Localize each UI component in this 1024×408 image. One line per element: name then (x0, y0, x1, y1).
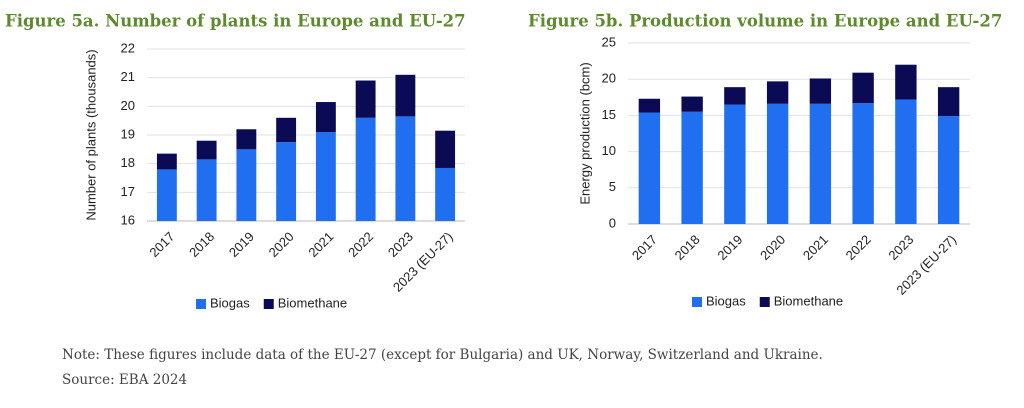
y-tick-label: 5 (609, 179, 616, 194)
bar-segment (895, 99, 917, 224)
bar-segment (156, 169, 177, 221)
bar-segment (355, 117, 376, 221)
bar-segment (766, 103, 789, 224)
bar-segment (196, 140, 217, 160)
bar-segment (681, 96, 703, 112)
bar-segment (638, 112, 661, 224)
bar-segment (937, 87, 960, 117)
x-tick-label: 2019 (226, 229, 257, 260)
y-tick-label: 16 (121, 212, 135, 227)
y-tick-label: 21 (121, 69, 135, 84)
bar-segment (315, 132, 336, 221)
y-tick-label: 19 (121, 126, 135, 141)
bar-segment (435, 167, 456, 221)
y-tick-label: 25 (602, 34, 616, 49)
x-tick-label: 2021 (305, 229, 336, 260)
y-tick-label: 15 (602, 107, 616, 122)
note: Note: These figures include data of the … (62, 347, 823, 363)
x-tick-label: 2021 (800, 232, 831, 263)
x-tick-label: 2018 (672, 232, 703, 263)
y-tick-label: 22 (121, 40, 135, 55)
bar-segment (852, 103, 874, 224)
legend-label: Biomethane (774, 293, 843, 308)
legend-label: Biomethane (278, 295, 347, 310)
bar-segment (236, 129, 257, 150)
source: Source: EBA 2024 (62, 372, 188, 388)
charts: Figure 5a. Number of plants in Europe an… (5, 12, 1002, 311)
bar-segment (724, 87, 746, 105)
y-tick-label: 20 (602, 71, 616, 86)
x-tick-label: 2019 (714, 232, 745, 263)
x-tick-label: 2022 (345, 229, 376, 260)
bar-segment (895, 64, 917, 100)
bar-segment (809, 78, 832, 104)
legend-swatch (263, 299, 274, 309)
bar-segment (937, 116, 960, 224)
legend-swatch (692, 297, 702, 307)
bar-segment (852, 72, 874, 104)
y-tick-label: 18 (121, 155, 135, 170)
bar-segment (156, 153, 177, 170)
y-tick-label: 20 (121, 98, 135, 113)
x-tick-label: 2017 (629, 232, 660, 263)
x-tick-label: 2022 (843, 232, 874, 263)
bar-segment (196, 159, 217, 221)
bar-segment (276, 117, 297, 143)
legend-swatch (196, 299, 206, 309)
bar-segment (435, 130, 456, 168)
x-tick-label: 2018 (186, 229, 217, 260)
x-tick-label: 2017 (146, 229, 177, 260)
chart-title: Figure 5b. Production volume in Europe a… (528, 12, 1002, 31)
y-tick-label: 17 (121, 184, 135, 199)
bar-segment (395, 74, 416, 117)
bar-segment (315, 102, 336, 133)
bar-segment (681, 111, 703, 224)
x-tick-label: 2020 (266, 229, 297, 260)
bar-segment (355, 80, 376, 118)
bar-segment (809, 103, 832, 224)
y-tick-label: 10 (602, 143, 616, 158)
bar-segment (766, 81, 789, 104)
y-tick-label: 0 (609, 215, 616, 230)
legend-swatch (759, 297, 770, 307)
x-tick-label: 2020 (757, 232, 788, 263)
legend-label: Biogas (706, 293, 746, 308)
y-axis-label: Number of plants (thousands) (83, 49, 98, 220)
legend-label: Biogas (210, 295, 250, 310)
bar-segment (276, 142, 297, 221)
x-tick-label: 2023 (885, 232, 916, 263)
bar-segment (724, 104, 746, 224)
bar-segment (638, 98, 661, 113)
bar-segment (236, 149, 257, 221)
x-tick-label: 2023 (385, 229, 416, 260)
chart-title: Figure 5a. Number of plants in Europe an… (5, 12, 466, 31)
bar-segment (395, 116, 416, 221)
y-axis-label: Energy production (bcm) (577, 62, 592, 204)
